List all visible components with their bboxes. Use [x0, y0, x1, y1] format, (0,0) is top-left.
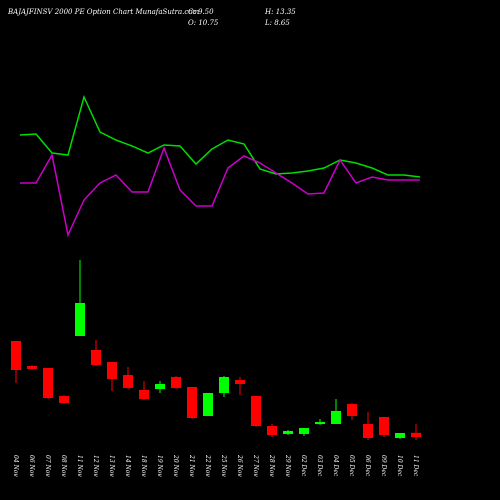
- high-label: H: 13.35: [264, 8, 296, 16]
- candle-body: [107, 362, 117, 379]
- x-tick-label: 11 Dec: [412, 455, 419, 477]
- x-tick-label: 06 Dec: [364, 455, 371, 477]
- x-tick-label: 11 Nov: [76, 455, 83, 477]
- candle-body: [139, 390, 149, 399]
- candle-body: [187, 387, 197, 418]
- x-tick-label: 14 Nov: [124, 455, 131, 477]
- candle-body: [155, 384, 165, 389]
- candle-body: [251, 396, 261, 426]
- x-tick-label: 22 Nov: [204, 454, 211, 477]
- x-tick-label: 29 Nov: [284, 454, 291, 477]
- indicator-line: [20, 145, 420, 238]
- x-tick-label: 04 Nov: [12, 455, 19, 477]
- candle-body: [219, 377, 229, 393]
- low-label: L: 8.65: [264, 19, 290, 27]
- x-tick-label: 19 Nov: [156, 455, 163, 477]
- x-tick-label: 26 Nov: [236, 454, 243, 477]
- candle-body: [379, 417, 389, 435]
- x-tick-label: 07 Nov: [44, 455, 51, 477]
- candle-body: [347, 404, 357, 416]
- candle-body: [411, 432, 421, 437]
- candle-body: [123, 375, 133, 388]
- x-tick-label: 25 Nov: [220, 454, 227, 477]
- chart-title: BAJAJFINSV 2000 PE Option Chart MunafaSu…: [7, 8, 200, 16]
- close-label: C: 9.50: [188, 8, 214, 16]
- x-tick-label: 06 Nov: [28, 455, 35, 477]
- x-tick-label: 21 Nov: [188, 454, 195, 477]
- candle-body: [171, 377, 181, 388]
- candle-body: [75, 303, 85, 336]
- x-tick-label: 02 Dec: [300, 455, 307, 477]
- x-tick-label: 27 Nov: [252, 454, 259, 477]
- candle-body: [395, 433, 405, 438]
- x-tick-label: 20 Nov: [172, 454, 179, 477]
- candle-body: [91, 350, 101, 365]
- x-tick-label: 04 Dec: [332, 455, 339, 477]
- x-tick-label: 28 Nov: [268, 454, 275, 477]
- candle-body: [267, 426, 277, 435]
- candle-body: [59, 396, 69, 403]
- x-tick-label: 05 Dec: [348, 455, 355, 477]
- x-tick-label: 08 Nov: [60, 455, 67, 477]
- candle-body: [363, 424, 373, 438]
- x-tick-label: 10 Dec: [396, 455, 403, 477]
- candle-body: [331, 411, 341, 424]
- candle-body: [27, 366, 37, 369]
- candle-body: [11, 341, 21, 370]
- candle-body: [203, 393, 213, 416]
- candle-body: [315, 422, 325, 424]
- candle-body: [299, 428, 309, 434]
- candle-body: [283, 431, 293, 434]
- x-tick-label: 13 Nov: [108, 455, 115, 477]
- x-tick-label: 09 Dec: [380, 455, 387, 477]
- x-tick-label: 18 Nov: [140, 455, 147, 477]
- x-tick-label: 03 Dec: [316, 455, 323, 477]
- indicator-line: [19, 94, 421, 178]
- candle-body: [43, 368, 53, 398]
- x-tick-label: 12 Nov: [92, 455, 99, 477]
- candle-body: [235, 380, 245, 384]
- open-label: O: 10.75: [188, 19, 219, 27]
